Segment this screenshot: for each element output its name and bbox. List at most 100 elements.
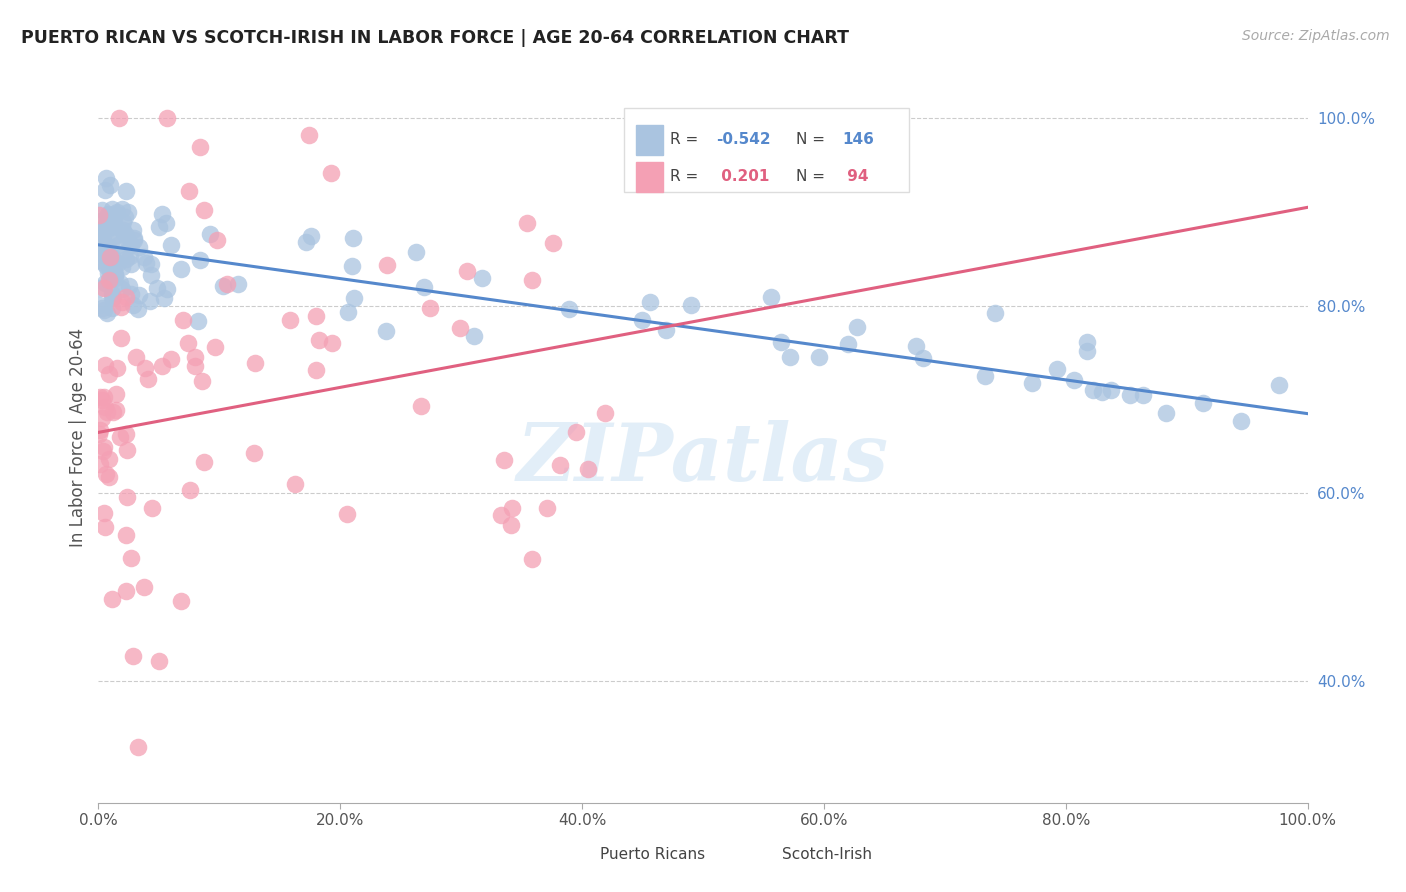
Point <box>103 258 125 272</box>
Point <box>104 268 127 282</box>
Point <box>111 202 134 216</box>
Point <box>160 238 183 252</box>
Point <box>305 310 328 324</box>
Point <box>779 350 801 364</box>
Point <box>111 282 134 296</box>
Point <box>98 262 121 277</box>
Point <box>1132 388 1154 402</box>
Text: PUERTO RICAN VS SCOTCH-IRISH IN LABOR FORCE | AGE 20-64 CORRELATION CHART: PUERTO RICAN VS SCOTCH-IRISH IN LABOR FO… <box>21 29 849 46</box>
Point <box>1021 376 1043 390</box>
Point <box>139 294 162 309</box>
Point <box>284 477 307 491</box>
Point <box>342 231 364 245</box>
Point <box>122 233 145 247</box>
Point <box>112 245 135 260</box>
Point <box>308 333 330 347</box>
Point <box>411 399 433 413</box>
Point <box>1063 374 1085 388</box>
Text: 146: 146 <box>842 132 875 147</box>
Point <box>837 336 859 351</box>
Point <box>278 313 301 327</box>
Point <box>98 219 121 233</box>
Point <box>91 393 114 408</box>
Point <box>188 252 211 267</box>
Point <box>97 452 120 467</box>
Point <box>548 458 571 473</box>
Point <box>375 258 398 272</box>
Point <box>128 240 150 254</box>
Point <box>89 423 111 437</box>
Point <box>96 306 118 320</box>
Point <box>100 291 122 305</box>
Point <box>97 248 120 262</box>
Point <box>1081 383 1104 397</box>
Point <box>135 256 157 270</box>
Point <box>93 226 115 240</box>
Point <box>141 500 163 515</box>
Point <box>1076 334 1098 349</box>
Point <box>630 313 652 327</box>
Point <box>298 128 321 142</box>
Point <box>124 350 146 364</box>
Point <box>107 256 129 270</box>
Point <box>128 288 150 302</box>
FancyBboxPatch shape <box>637 125 664 155</box>
Point <box>122 223 145 237</box>
Point <box>93 441 115 455</box>
Point <box>516 216 538 230</box>
Point <box>156 282 179 296</box>
Text: N =: N = <box>796 132 830 147</box>
Point <box>808 350 831 364</box>
Point <box>108 112 131 126</box>
Point <box>104 403 127 417</box>
Point <box>412 280 434 294</box>
Point <box>565 425 588 439</box>
Point <box>111 260 134 274</box>
Point <box>115 426 138 441</box>
Point <box>101 202 124 217</box>
Point <box>148 219 170 234</box>
Point <box>337 305 360 319</box>
Point <box>295 235 318 249</box>
Point <box>148 654 170 668</box>
Point <box>1229 414 1251 428</box>
Point <box>160 352 183 367</box>
Point <box>911 351 934 365</box>
Point <box>638 295 661 310</box>
Text: 94: 94 <box>842 169 869 185</box>
Point <box>184 359 207 373</box>
Point <box>120 256 142 270</box>
Point <box>215 277 238 292</box>
Point <box>593 406 616 420</box>
Point <box>139 268 162 283</box>
Point <box>97 214 120 228</box>
Point <box>98 178 121 193</box>
Point <box>1046 362 1069 376</box>
Point <box>94 401 117 415</box>
Point <box>91 223 114 237</box>
Point <box>471 270 494 285</box>
Point <box>115 185 138 199</box>
Point <box>405 244 427 259</box>
Point <box>132 580 155 594</box>
Point <box>104 227 127 242</box>
Point <box>107 237 129 252</box>
Point <box>89 234 111 248</box>
Point <box>90 202 112 217</box>
Point <box>172 313 194 327</box>
Point <box>343 291 366 305</box>
FancyBboxPatch shape <box>637 161 664 193</box>
Point <box>97 208 120 222</box>
Point <box>120 237 142 252</box>
Point <box>100 220 122 235</box>
Point <box>89 390 111 404</box>
Point <box>89 427 111 442</box>
Point <box>98 470 121 484</box>
Point <box>97 239 120 253</box>
Point <box>1076 343 1098 358</box>
Point <box>179 184 201 198</box>
Point <box>558 302 581 317</box>
FancyBboxPatch shape <box>555 841 589 863</box>
Text: 0.201: 0.201 <box>716 169 769 185</box>
Point <box>1268 378 1291 392</box>
